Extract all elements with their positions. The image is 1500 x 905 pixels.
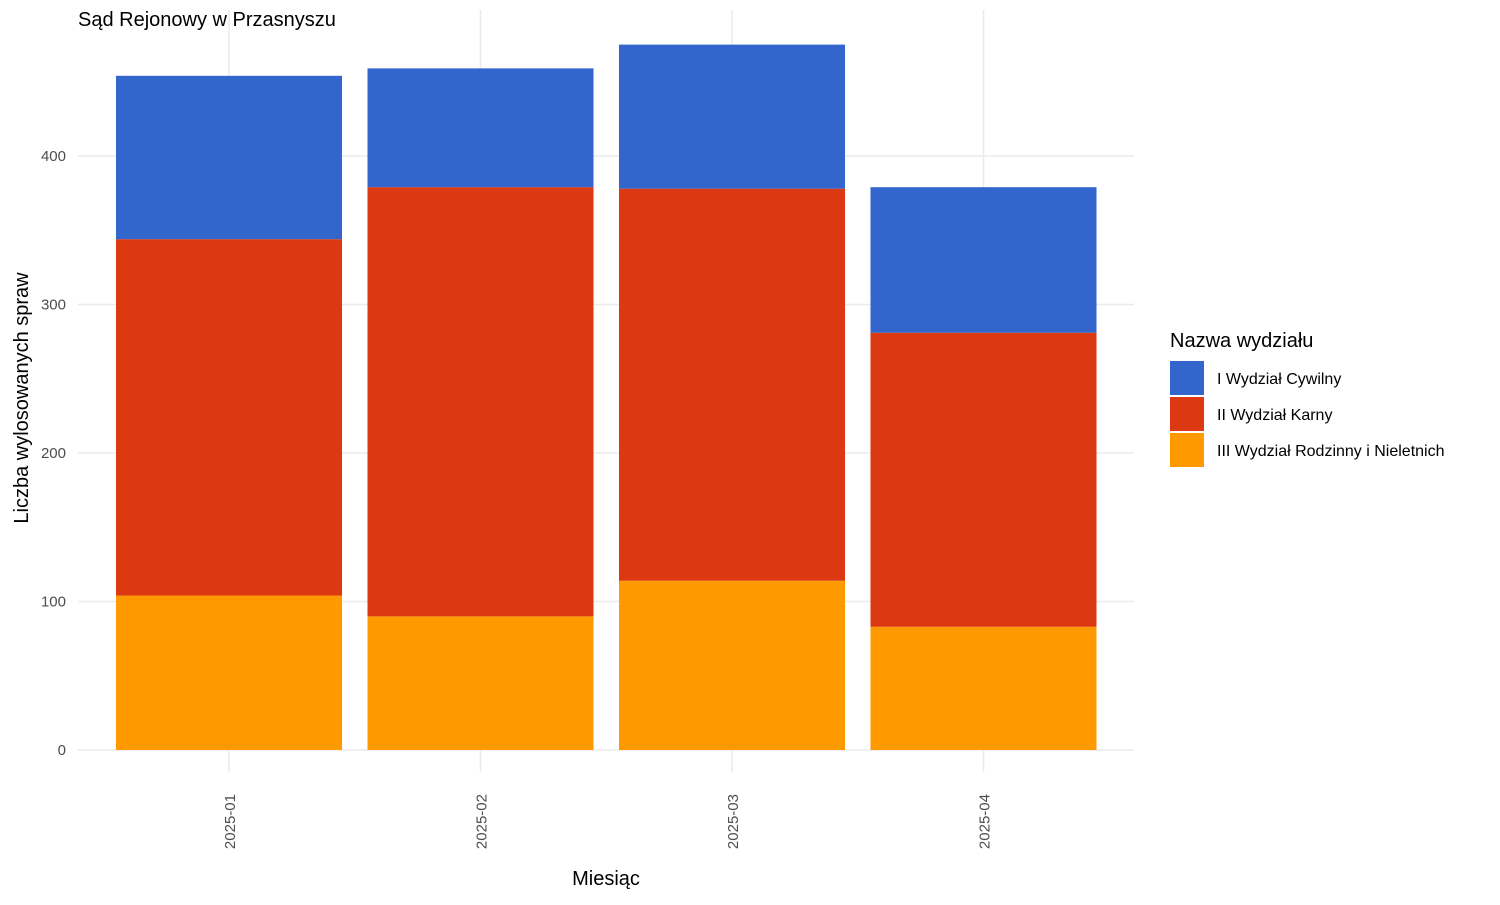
x-tick-label: 2025-04: [977, 794, 994, 849]
legend-label: II Wydział Karny: [1217, 407, 1332, 424]
bar-segment: [870, 332, 1097, 627]
bar-segment: [116, 595, 342, 750]
bar-segment: [619, 44, 845, 189]
x-axis-ticks: 2025-01 2025-02 2025-03 2025-04: [222, 794, 994, 849]
x-tick-label: 2025-03: [725, 794, 742, 849]
y-tick-label: 0: [58, 742, 66, 759]
bar-segment: [367, 616, 594, 750]
x-axis-title: Miesiąc: [572, 868, 640, 890]
chart-title: Sąd Rejonowy w Przasnyszu: [78, 9, 336, 31]
y-tick-label: 200: [41, 445, 66, 462]
legend-swatch: [1170, 361, 1204, 395]
y-axis-title: Liczba wylosowanych spraw: [11, 272, 33, 524]
legend-label: III Wydział Rodzinny i Nieletnich: [1217, 443, 1445, 460]
x-tick-label: 2025-01: [222, 794, 239, 849]
legend-swatch: [1170, 397, 1204, 431]
y-tick-label: 300: [41, 297, 66, 314]
legend: Nazwa wydziału I Wydział Cywilny II Wydzi…: [1170, 330, 1445, 467]
bar-segment: [116, 239, 342, 596]
x-tick-label: 2025-02: [474, 794, 491, 849]
y-axis-ticks: 0 100 200 300 400: [41, 148, 66, 759]
bar-segment: [870, 187, 1097, 333]
bars-layer: [116, 44, 1097, 750]
legend-items: I Wydział Cywilny II Wydział Karny III Wyd…: [1170, 361, 1445, 467]
bar-segment: [870, 626, 1097, 750]
bar-segment: [116, 75, 342, 240]
legend-label: I Wydział Cywilny: [1217, 371, 1341, 388]
y-tick-label: 100: [41, 594, 66, 611]
legend-swatch: [1170, 433, 1204, 467]
bar-segment: [619, 580, 845, 750]
y-tick-label: 400: [41, 148, 66, 165]
bar-segment: [619, 188, 845, 581]
bar-segment: [367, 187, 594, 617]
legend-title: Nazwa wydziału: [1170, 330, 1313, 352]
bar-segment: [367, 68, 594, 188]
